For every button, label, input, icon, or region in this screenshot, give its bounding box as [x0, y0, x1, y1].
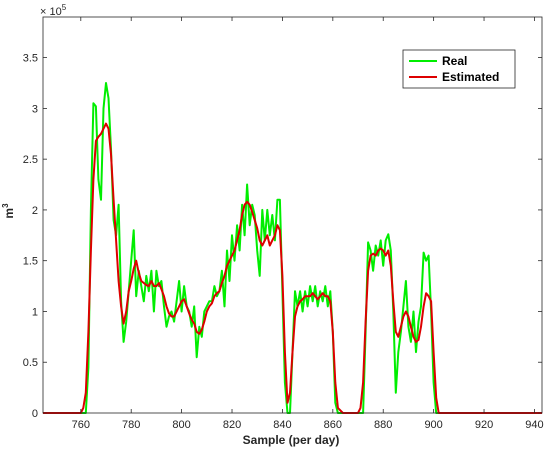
y-tick-label: 2 — [32, 205, 38, 217]
x-tick-label: 760 — [72, 419, 90, 431]
y-tick-label: 1 — [32, 306, 38, 318]
y-tick-label: 3.5 — [23, 53, 38, 65]
y-tick-label: 0.5 — [23, 357, 38, 369]
x-tick-label: 880 — [374, 419, 392, 431]
x-tick-label: 860 — [324, 419, 342, 431]
y-tick-label: 3 — [32, 103, 38, 115]
legend: Real Estimated — [402, 49, 516, 89]
legend-box — [402, 49, 516, 89]
y-multiplier: × 105 — [40, 3, 67, 18]
y-axis-label: m3 — [1, 203, 16, 219]
x-tick-label: 800 — [172, 419, 190, 431]
series-line-estimated — [43, 122, 542, 414]
x-tick-label: 920 — [475, 419, 493, 431]
y-tick-label: 0 — [32, 408, 38, 420]
axes-frame — [42, 16, 543, 414]
axes-layer: 760 780 800 820 840 860 880 900 920 940 0 0.5 1 1.5 2 2… — [23, 16, 544, 431]
legend-label-estimated: Estimated — [442, 70, 499, 84]
x-tick-label: 900 — [424, 419, 442, 431]
series-layer — [43, 82, 542, 414]
x-tick-label: 820 — [223, 419, 241, 431]
x-tick-label: 780 — [122, 419, 140, 431]
x-tick-label: 840 — [273, 419, 291, 431]
y-tick-label: 2.5 — [23, 154, 38, 166]
series-line-real — [43, 82, 542, 414]
x-axis-label: Sample (per day) — [243, 433, 340, 447]
y-tick-label: 1.5 — [23, 256, 38, 268]
x-tick-label: 940 — [525, 419, 543, 431]
legend-label-real: Real — [442, 54, 467, 68]
